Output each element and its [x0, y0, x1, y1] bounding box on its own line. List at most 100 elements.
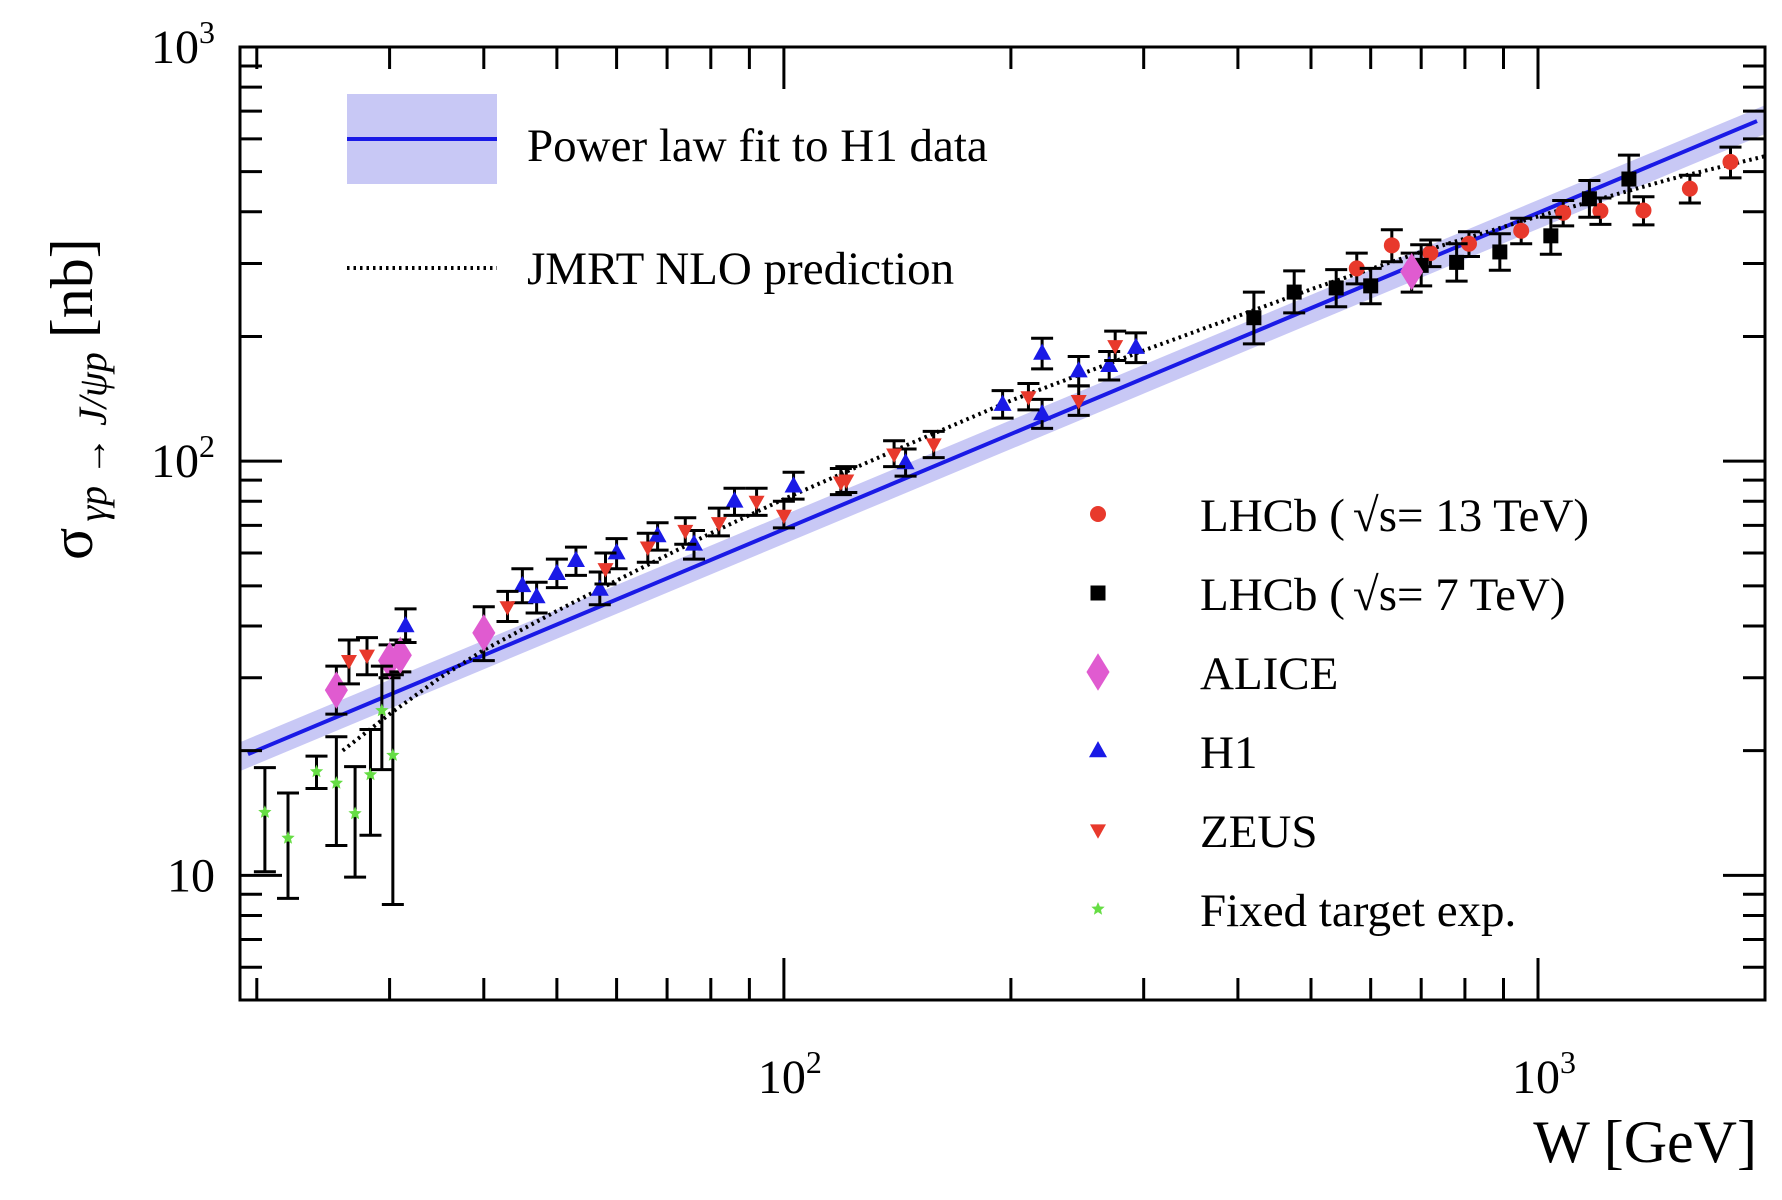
data-point [1492, 244, 1508, 260]
x-tick-label-base: 10 [1512, 1051, 1560, 1104]
x-tick-label: 102 [758, 1044, 822, 1104]
data-point [710, 517, 727, 532]
data-point [547, 563, 566, 580]
y-tick-label-exp: 2 [199, 428, 215, 464]
data-point [1286, 284, 1302, 300]
data-point [725, 491, 744, 508]
error-bar [325, 735, 348, 848]
y-axis-subscript: γp → J/ψp [70, 352, 115, 521]
error-bar [344, 765, 367, 879]
data-point [886, 448, 903, 463]
data-point [388, 636, 412, 674]
legend-prediction-label: JMRT NLO prediction [527, 243, 954, 295]
legend-label: LHCb (√s= 7 TeV) [1200, 569, 1566, 621]
legend-label-prefix: LHCb ( [1200, 490, 1345, 542]
data-point [775, 509, 792, 525]
data-point [340, 654, 357, 670]
axis-ticks [240, 45, 1767, 1002]
data-points-layer [253, 145, 1742, 907]
data-point [1722, 153, 1739, 170]
data-point [1033, 404, 1052, 421]
data-point [1681, 180, 1698, 197]
data-point [281, 831, 295, 844]
legend-entry: LHCb (√s= 7 TeV) [1090, 569, 1566, 621]
data-point [1126, 337, 1145, 354]
data-point [748, 495, 765, 511]
data-point [838, 474, 855, 489]
series-diamond [324, 251, 1424, 716]
legend-marker [1089, 741, 1107, 758]
data-point [309, 764, 324, 778]
error-bar [359, 727, 382, 837]
data-point [1069, 361, 1088, 378]
legend-label: Fixed target exp. [1200, 885, 1516, 937]
legend-entry: LHCb (√s= 13 TeV) [1090, 490, 1589, 542]
x-tick-label-exp: 3 [1560, 1044, 1576, 1080]
data-point [378, 641, 402, 680]
x-axis-title: W [GeV] [1533, 1109, 1757, 1175]
legend-label: LHCb (√s= 13 TeV) [1200, 490, 1589, 542]
data-point [1246, 310, 1262, 326]
y-tick-label: 10 [167, 849, 215, 902]
data-point [639, 541, 656, 556]
legend-label: ZEUS [1200, 806, 1318, 858]
series-star [253, 664, 404, 907]
legend-marker [1090, 824, 1106, 839]
y-tick-label: 103 [151, 14, 215, 74]
data-point [677, 524, 694, 540]
data-point [348, 806, 362, 820]
data-point [386, 748, 400, 761]
series-triangle-down [337, 329, 1127, 686]
legend-marker [1091, 902, 1105, 915]
legend-marker [1086, 653, 1110, 691]
x-tick-label-exp: 2 [806, 1044, 822, 1080]
data-point [1070, 395, 1087, 410]
y-tick-label-exp: 3 [199, 14, 215, 50]
data-point [1107, 340, 1124, 355]
data-point [993, 394, 1012, 411]
legend-label-sqrt: √s [1353, 490, 1397, 542]
data-point [1328, 280, 1344, 296]
data-point [1592, 202, 1609, 219]
data-point [1513, 222, 1530, 239]
data-point [258, 805, 272, 818]
legend-label: H1 [1200, 727, 1257, 779]
y-tick-label-base: 10 [151, 21, 199, 74]
y-tick-label: 102 [151, 428, 215, 488]
data-point [597, 563, 614, 578]
legend-label-prefix: LHCb ( [1200, 569, 1345, 621]
data-point [1449, 254, 1465, 270]
data-point [1383, 237, 1400, 254]
data-point [1635, 202, 1652, 219]
data-point [324, 671, 348, 709]
data-point [607, 543, 626, 560]
data-point [1363, 278, 1379, 294]
plot-frame [238, 45, 1767, 1002]
data-point [396, 616, 415, 633]
data-point [1400, 252, 1424, 291]
legend-marker [1090, 506, 1106, 522]
x-tick-label-base: 10 [758, 1051, 806, 1104]
y-axis-title-text: σ γp → J/ψp [nb] [39, 238, 115, 560]
legend-label-suffix: = 7 TeV) [1397, 569, 1566, 621]
series-square [1242, 153, 1640, 346]
legend-entry: H1 [1089, 727, 1257, 779]
data-point [527, 587, 546, 604]
data-point [1020, 391, 1037, 406]
y-axis-unit: [nb] [39, 238, 105, 338]
legend-series: LHCb (√s= 13 TeV)LHCb (√s= 7 TeV)ALICEH1… [1086, 490, 1589, 937]
data-point [1422, 245, 1439, 262]
error-bar [277, 791, 300, 900]
data-point [363, 767, 378, 781]
data-point [1033, 343, 1052, 360]
x-tick-label: 103 [1512, 1044, 1576, 1104]
data-point [329, 776, 343, 789]
data-point [566, 550, 585, 567]
data-point [472, 614, 496, 652]
data-point [1581, 191, 1597, 207]
data-point [685, 534, 704, 551]
y-axis-sigma: σ [39, 528, 105, 560]
error-bar [370, 664, 393, 772]
legend-label: ALICE [1200, 648, 1338, 700]
